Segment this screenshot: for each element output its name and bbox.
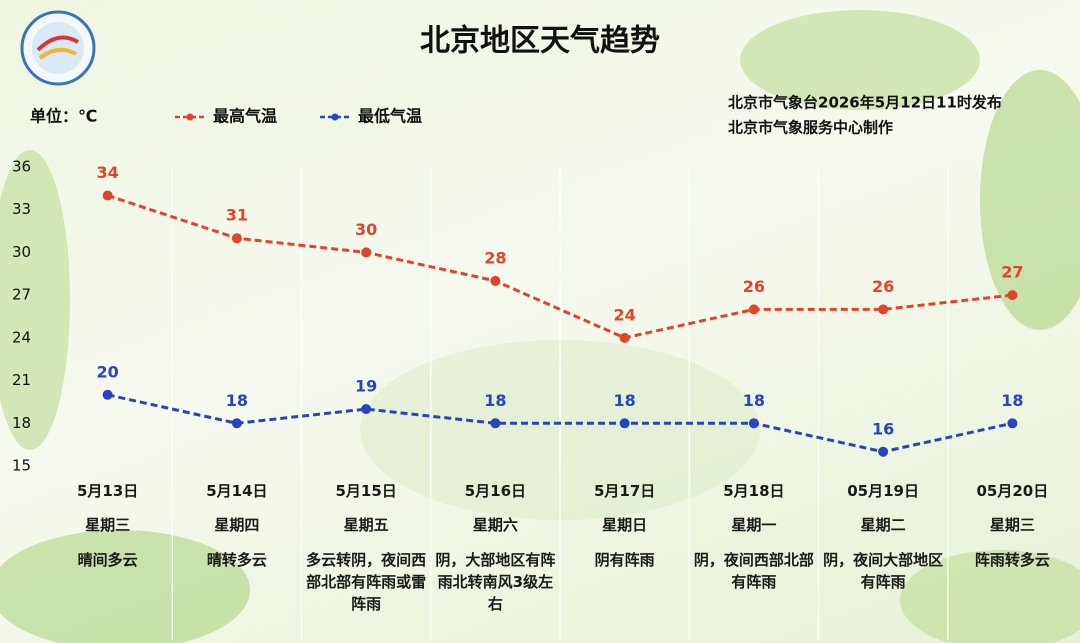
weather-label: 阴，夜间西部北部有阵雨 (693, 551, 814, 591)
weekday-label: 星期一 (731, 516, 777, 534)
point (619, 418, 630, 429)
weather-label: 多云转阴，夜间西部北部有阵雨或雷阵雨 (306, 551, 427, 613)
y-tick-label: 21 (12, 371, 31, 389)
point (361, 247, 372, 258)
weekday-label: 星期四 (214, 516, 260, 534)
point (619, 332, 630, 343)
data-label: 28 (484, 248, 506, 267)
y-tick-label: 15 (12, 457, 31, 475)
data-label: 20 (96, 362, 118, 381)
date-label: 5月18日 (723, 482, 785, 500)
point (748, 304, 759, 315)
date-label: 5月17日 (593, 482, 656, 500)
y-tick-label: 24 (12, 328, 31, 346)
point (878, 304, 889, 315)
weather-label: 阴，夜间大部地区有阵雨 (823, 551, 944, 591)
data-label: 26 (743, 277, 765, 296)
point (490, 418, 501, 429)
line (107, 194, 1013, 340)
date-label: 5月15日 (335, 482, 397, 500)
y-tick-label: 36 (12, 158, 31, 176)
legend-label: 最高气温 (213, 107, 277, 126)
weather-label: 晴转多云 (206, 551, 267, 569)
point (1007, 418, 1018, 429)
source: 北京市气象服务中心制作 (728, 119, 893, 137)
legend-dot (186, 113, 194, 121)
data-label: 18 (226, 391, 248, 410)
weekday-label: 星期三 (989, 516, 1035, 534)
date-label: 05月19日 (847, 482, 919, 500)
data-label: 18 (743, 391, 765, 410)
weather-label: 阵雨转多云 (974, 551, 1050, 569)
date-label: 5月16日 (464, 482, 527, 500)
data-label: 26 (872, 277, 894, 296)
point (231, 418, 242, 429)
point (878, 446, 889, 457)
source: 北京市气象台2026年5月12日11时发布 (728, 94, 1002, 112)
y-tick-label: 30 (12, 243, 31, 261)
weather-label: 阴，大部地区有阵雨北转南风3级左右 (435, 551, 556, 613)
date-label: 5月13日 (76, 482, 139, 500)
data-label: 18 (1001, 391, 1023, 410)
point (102, 190, 113, 201)
weekday-label: 星期五 (343, 516, 389, 534)
data-label: 24 (613, 305, 635, 324)
data-label: 34 (96, 163, 118, 182)
point (361, 404, 372, 415)
y-tick-label: 33 (12, 200, 31, 218)
point (748, 418, 759, 429)
weekday-label: 星期六 (472, 516, 518, 534)
weekday-label: 星期二 (860, 516, 906, 534)
chart-title: 北京地区天气趋势 (420, 24, 660, 59)
point (1007, 290, 1018, 301)
weekday-label: 星期日 (602, 516, 648, 534)
data-label: 18 (484, 391, 506, 410)
data-label: 31 (226, 206, 248, 225)
y-tick-label: 18 (12, 414, 31, 432)
legend-dot (331, 113, 339, 121)
data-label: 18 (613, 391, 635, 410)
data-label: 27 (1001, 263, 1023, 282)
date-label: 5月14日 (206, 482, 268, 500)
data-label: 16 (872, 419, 894, 438)
data-label: 19 (355, 377, 377, 396)
point (102, 389, 113, 400)
data-label: 30 (355, 220, 377, 239)
line (107, 393, 1013, 454)
logo (20, 10, 96, 86)
date-label: 05月20日 (976, 482, 1049, 500)
y-tick-label: 27 (12, 286, 31, 304)
weather-label: 阴有阵雨 (594, 551, 655, 569)
weather-label: 晴间多云 (77, 551, 138, 569)
legend-label: 最低气温 (358, 107, 422, 126)
weekday-label: 星期三 (85, 516, 131, 534)
unit-label: 单位：℃ (30, 107, 97, 126)
point (490, 275, 501, 286)
point (231, 233, 242, 244)
